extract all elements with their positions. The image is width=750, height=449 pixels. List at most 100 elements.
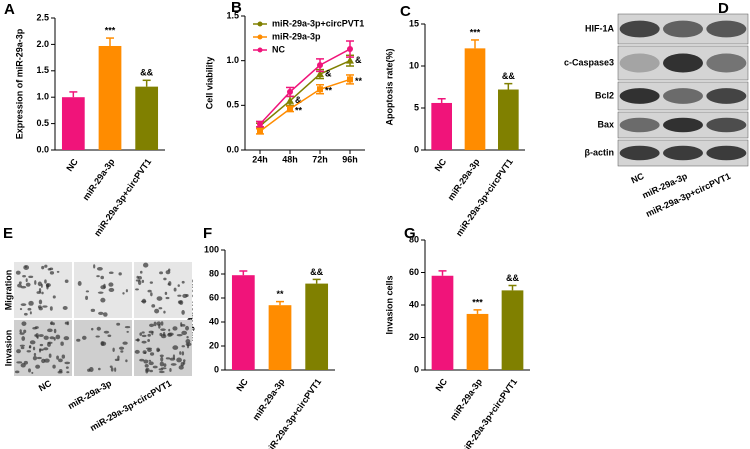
cell (165, 296, 170, 300)
marker (346, 56, 354, 64)
cell (176, 333, 183, 337)
cell (47, 341, 53, 344)
marker (317, 86, 323, 93)
protein-label: HIF-1A (585, 23, 615, 33)
cell (46, 284, 49, 290)
marker (257, 128, 263, 135)
cell (143, 351, 147, 355)
cell (141, 334, 147, 338)
blot-band (706, 145, 747, 161)
x-tick-label: 48h (282, 154, 298, 164)
cell (125, 359, 128, 363)
cell (145, 367, 150, 373)
y-tick-label: 100 (204, 244, 219, 254)
x-tick-label: miR-29a-3p (251, 376, 287, 422)
cell (98, 311, 104, 315)
cell (151, 304, 156, 308)
cell (141, 340, 147, 344)
cell (21, 321, 27, 326)
cell (169, 368, 172, 372)
cell (108, 287, 115, 292)
cell (29, 340, 36, 345)
cell (134, 349, 140, 354)
marker (287, 88, 293, 95)
cell (48, 353, 52, 358)
cell (23, 312, 28, 316)
cell (160, 334, 167, 339)
cell (112, 347, 115, 352)
cell (34, 334, 38, 337)
cell (153, 321, 157, 327)
cell (152, 365, 158, 369)
bar (231, 275, 255, 370)
cell (150, 292, 153, 297)
significance-label: *** (470, 27, 481, 37)
cell (31, 371, 34, 374)
panel-label: G (404, 225, 416, 242)
protein-label: Bax (597, 119, 614, 129)
y-tick-label: 10 (409, 60, 419, 70)
cell (19, 332, 25, 335)
legend-label: miR-29a-3p (272, 31, 321, 41)
cell (96, 266, 103, 271)
cell (38, 306, 43, 311)
legend-label: NC (272, 44, 285, 54)
significance-label: ** (325, 86, 333, 96)
blot-band (619, 53, 660, 73)
cell (22, 275, 26, 278)
x-tick-label: NC (433, 156, 449, 173)
cell (135, 288, 139, 291)
cell (172, 326, 178, 331)
cell (15, 270, 21, 275)
cell (100, 297, 106, 303)
cell (179, 351, 182, 355)
cell (177, 284, 180, 287)
cell (38, 299, 43, 305)
y-tick-label: 15 (409, 18, 419, 28)
cell (60, 341, 64, 346)
cell (147, 339, 150, 343)
y-tick-label: 40 (209, 316, 219, 326)
significance-label: && (310, 267, 323, 277)
group-label: miR-29a-3p (66, 378, 113, 411)
bar (431, 275, 454, 370)
cell (159, 271, 164, 275)
cell (165, 270, 171, 275)
cell (143, 359, 149, 364)
cell (49, 306, 53, 311)
cell (58, 358, 63, 363)
x-tick-label: NC (433, 376, 449, 393)
cell (53, 328, 57, 334)
cell (139, 358, 145, 362)
panel-label: B (231, 0, 242, 16)
cell (149, 352, 155, 356)
cell (24, 265, 27, 268)
significance-label: & (325, 68, 332, 78)
protein-label: Bcl2 (595, 90, 614, 100)
bar (61, 97, 85, 150)
cell (124, 326, 131, 329)
y-tick-label: 1.0 (226, 55, 239, 65)
x-tick-label: NC (234, 376, 250, 393)
cell (19, 329, 22, 333)
cell (32, 346, 36, 351)
y-tick-label: 0 (214, 364, 219, 374)
marker (347, 46, 353, 53)
cell (17, 283, 22, 288)
x-tick-label: miR-29a-3p (446, 156, 482, 202)
x-tick-label: miR-29a-3p (81, 156, 117, 202)
cell (103, 312, 108, 317)
cell (19, 344, 25, 347)
cell (18, 281, 22, 285)
cell (116, 322, 121, 326)
blot-band (706, 117, 747, 133)
cell (180, 322, 183, 327)
cell (186, 343, 190, 349)
cell (148, 330, 154, 334)
cell (55, 334, 61, 340)
cell (103, 330, 110, 334)
cell (139, 270, 143, 274)
cell (52, 364, 56, 369)
micrograph (134, 262, 192, 318)
